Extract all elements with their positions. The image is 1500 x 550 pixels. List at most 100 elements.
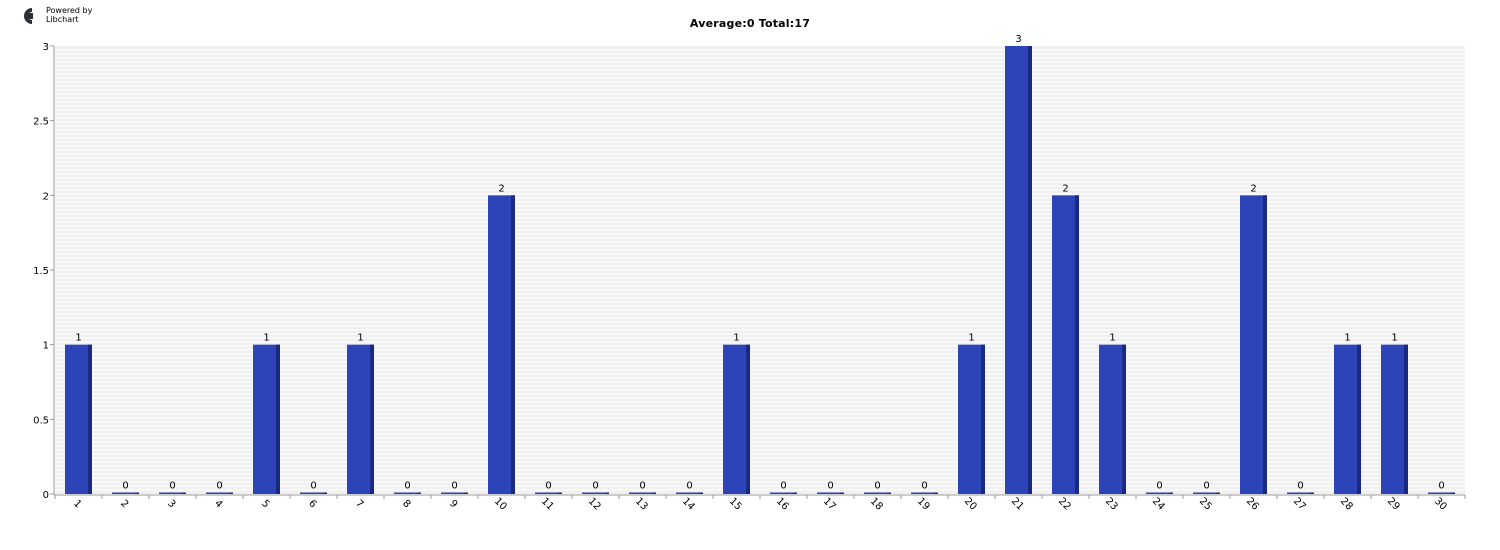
bar-shade	[229, 492, 233, 494]
x-tick-label: 12	[586, 496, 603, 513]
bar	[723, 344, 750, 494]
libchart-logo: Powered by Libchart	[16, 4, 106, 28]
x-tick-label: 23	[1103, 496, 1120, 513]
bar-shade	[840, 492, 844, 494]
bar-shade	[1263, 195, 1267, 495]
x-tick-label: 1	[71, 498, 83, 510]
bar	[770, 492, 797, 494]
bar-value-label: 3	[1015, 34, 1021, 45]
bar-value-label: 0	[122, 481, 128, 492]
bar-shade	[1122, 344, 1126, 494]
bar-value-label: 1	[1391, 333, 1397, 344]
bar	[347, 344, 374, 494]
bar-shade	[1404, 344, 1408, 494]
bar-value-label: 1	[968, 333, 974, 344]
bar	[65, 344, 92, 494]
bar-value-label: 0	[921, 481, 927, 492]
bar-shade	[135, 492, 139, 494]
bar	[676, 492, 703, 494]
x-tick-label: 7	[353, 498, 365, 510]
chart-title: Average:0 Total:17	[689, 17, 811, 30]
x-tick-label: 27	[1291, 496, 1308, 513]
bar-value-label: 0	[874, 481, 880, 492]
bar	[112, 492, 139, 494]
x-tick-label: 30	[1432, 496, 1449, 513]
bar	[911, 492, 938, 494]
bar-shade	[370, 344, 374, 494]
bar-shade	[88, 344, 92, 494]
bars	[65, 46, 1455, 495]
y-tick-label: 2.5	[33, 117, 49, 128]
bar-value-label: 2	[1062, 183, 1068, 194]
bar-shade	[417, 492, 421, 494]
bar-value-label: 0	[1203, 481, 1209, 492]
x-tick-label: 13	[633, 496, 650, 513]
bar	[1428, 492, 1455, 494]
bar	[582, 492, 609, 494]
x-tick-label: 24	[1150, 496, 1167, 513]
bar	[441, 492, 468, 494]
y-tick-label: 3	[43, 42, 49, 53]
bar-value-label: 0	[545, 481, 551, 492]
y-tick-label: 0.5	[33, 415, 49, 426]
bar	[1146, 492, 1173, 494]
bar-shade	[887, 492, 891, 494]
x-tick-label: 22	[1056, 496, 1073, 513]
bar-shade	[1310, 492, 1314, 494]
bar-value-label: 1	[263, 333, 269, 344]
bar-value-label: 1	[75, 333, 81, 344]
libchart-logo-icon	[24, 8, 33, 24]
bar-shade	[511, 195, 515, 495]
bar	[394, 492, 421, 494]
y-tick-label: 1.5	[33, 266, 49, 277]
x-tick-label: 25	[1197, 496, 1214, 513]
bar	[206, 492, 233, 494]
bar-shade	[1357, 344, 1361, 494]
x-tick-label: 19	[915, 496, 932, 513]
y-tick-label: 0	[43, 490, 49, 501]
bar	[1099, 344, 1126, 494]
bar-shade	[699, 492, 703, 494]
x-tick-label: 17	[821, 496, 838, 513]
bar-shade	[981, 344, 985, 494]
x-tick-label: 10	[492, 496, 509, 513]
bar-value-label: 0	[780, 481, 786, 492]
x-tick-label: 3	[165, 498, 177, 510]
logo-powered-by-text: Powered by	[46, 6, 93, 15]
bar	[1240, 195, 1267, 495]
bar-shade	[793, 492, 797, 494]
bar	[817, 492, 844, 494]
bar-shade	[558, 492, 562, 494]
bar	[1005, 46, 1032, 494]
bar-value-label: 0	[169, 481, 175, 492]
x-tick-label: 21	[1009, 496, 1026, 513]
bar-value-label: 1	[733, 333, 739, 344]
bar-shade	[934, 492, 938, 494]
bar-shade	[1075, 195, 1079, 495]
x-tick-label: 5	[259, 498, 271, 510]
bar-shade	[605, 492, 609, 494]
x-tick-label: 8	[400, 498, 412, 510]
bar-value-label: 0	[1156, 481, 1162, 492]
x-tick-label: 2	[118, 498, 130, 510]
bar-value-label: 0	[310, 481, 316, 492]
bar-value-label: 1	[1344, 333, 1350, 344]
x-tick-label: 16	[774, 496, 791, 513]
bar-shade	[1169, 492, 1173, 494]
bar-value-label: 2	[1250, 183, 1256, 194]
bar-value-label: 0	[216, 481, 222, 492]
x-tick-label: 6	[306, 498, 318, 510]
bar-shade	[1028, 46, 1032, 494]
bar	[958, 344, 985, 494]
logo-libchart-text: Libchart	[46, 15, 79, 24]
x-tick-label: 28	[1338, 496, 1355, 513]
axes	[50, 45, 1466, 499]
bar	[535, 492, 562, 494]
bar-value-label: 1	[357, 333, 363, 344]
bar-shade	[1451, 492, 1455, 494]
bar-value-label: 0	[404, 481, 410, 492]
bar-shade	[464, 492, 468, 494]
bar-shade	[323, 492, 327, 494]
x-tick-label: 20	[962, 496, 979, 513]
